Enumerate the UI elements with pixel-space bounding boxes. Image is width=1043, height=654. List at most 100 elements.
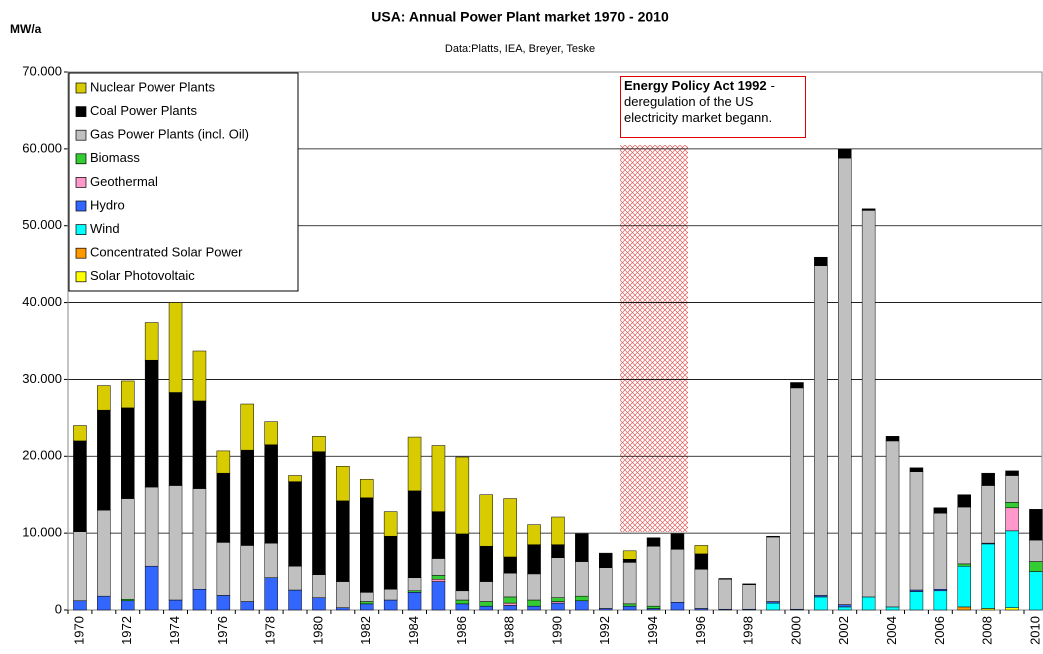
bar-segment <box>1005 530 1019 608</box>
x-tick-label: 1980 <box>310 616 325 645</box>
y-tick-label: 10.000 <box>22 525 62 540</box>
bar-segment <box>455 603 470 611</box>
bar-segment <box>575 600 589 611</box>
bar-segment <box>144 359 159 488</box>
bar-segment <box>455 533 470 592</box>
bar-segment <box>957 606 971 611</box>
bar-segment <box>1005 507 1019 532</box>
y-tick-label: 60.000 <box>22 140 62 155</box>
y-tick-label: 20.000 <box>22 448 62 463</box>
bar-segment <box>622 559 637 563</box>
bar-segment <box>431 511 446 559</box>
bar-segment <box>838 604 852 608</box>
x-tick-label: 1978 <box>263 616 278 645</box>
bar-segment <box>551 516 565 545</box>
bar-segment <box>288 475 302 482</box>
bar-segment <box>766 535 780 538</box>
bar-segment <box>264 421 278 446</box>
bar-segment <box>168 485 183 601</box>
bar-segment <box>933 512 948 590</box>
bar-segment <box>216 472 231 543</box>
x-tick-label: 1982 <box>358 616 373 645</box>
x-tick-label: 1990 <box>549 616 564 645</box>
x-tick-label: 1988 <box>502 616 517 645</box>
bar-segment <box>407 592 422 611</box>
bar-segment <box>216 542 231 596</box>
bar-segment <box>121 380 135 409</box>
y-tick-label: 50.000 <box>22 217 62 232</box>
bar-segment <box>981 472 995 486</box>
annotation-text: - deregulation of the US electricity mar… <box>624 78 775 125</box>
bar-segment <box>264 542 278 578</box>
bar-segment <box>885 436 900 442</box>
x-tick-label: 1996 <box>693 616 708 645</box>
bar-segment <box>742 584 756 610</box>
chart-title: USA: Annual Power Plant market 1970 - 20… <box>371 9 669 25</box>
bar-segment <box>336 466 350 502</box>
legend-label: Coal Power Plants <box>90 103 197 118</box>
annotation-title: Energy Policy Act 1992 <box>624 78 767 93</box>
bar-segment <box>503 596 517 604</box>
bar-segment <box>790 382 804 389</box>
bar-segment <box>192 400 207 489</box>
bar-segment <box>240 403 254 451</box>
bar-segment <box>216 450 231 474</box>
legend-swatch <box>75 200 87 212</box>
bar-segment <box>336 607 350 611</box>
bar-segment <box>742 583 756 585</box>
bar-segment <box>694 545 709 555</box>
bar-segment <box>73 425 87 442</box>
bar-segment <box>479 601 493 607</box>
legend-swatch <box>75 153 87 165</box>
bar-segment <box>168 599 183 611</box>
bar-segment <box>312 574 326 598</box>
bar-segment <box>909 467 924 472</box>
bar-segment <box>121 498 135 600</box>
bar-segment <box>718 579 732 610</box>
bar-segment <box>97 409 111 511</box>
legend-box <box>68 72 299 292</box>
bar-segment <box>383 511 398 537</box>
bar-segment <box>97 509 111 597</box>
bar-segment <box>1029 539 1043 562</box>
y-tick-label: 40.000 <box>22 294 62 309</box>
bar-segment <box>144 565 159 611</box>
bar-segment <box>527 599 541 607</box>
bar-segment <box>144 322 159 361</box>
bar-segment <box>360 603 374 611</box>
legend-swatch <box>75 82 87 94</box>
bar-segment <box>814 265 828 596</box>
bar-segment <box>957 563 971 567</box>
bar-segment <box>909 591 924 611</box>
bar-segment <box>431 558 446 576</box>
bar-segment <box>790 387 804 610</box>
bar-segment <box>646 537 661 547</box>
chart-subtitle: Data:Platts, IEA, Breyer, Teske <box>445 43 595 55</box>
x-tick-label: 1976 <box>215 616 230 645</box>
legend-label: Hydro <box>90 197 125 212</box>
bar-segment <box>766 602 780 611</box>
bar-segment <box>73 531 87 602</box>
legend-swatch <box>75 129 87 141</box>
bar-segment <box>455 456 470 535</box>
bar-segment <box>360 601 374 605</box>
x-tick-label: 1994 <box>645 616 660 645</box>
legend-swatch <box>75 177 87 188</box>
bar-segment <box>97 595 111 611</box>
bar-segment <box>1029 561 1043 572</box>
bar-segment <box>73 600 87 611</box>
bar-segment <box>575 561 589 597</box>
bar-segment <box>192 488 207 590</box>
bar-segment <box>1005 502 1019 509</box>
x-tick-label: 2010 <box>1027 616 1042 645</box>
legend-swatch <box>75 271 87 283</box>
bar-segment <box>527 605 541 611</box>
policy-period <box>620 145 688 532</box>
bar-segment <box>1029 571 1043 611</box>
bar-segment <box>622 605 637 611</box>
legend-label: Wind <box>90 221 120 236</box>
bar-segment <box>503 605 517 611</box>
bar-segment <box>622 562 637 605</box>
x-tick-label: 1992 <box>597 616 612 645</box>
bar-segment <box>861 210 876 598</box>
